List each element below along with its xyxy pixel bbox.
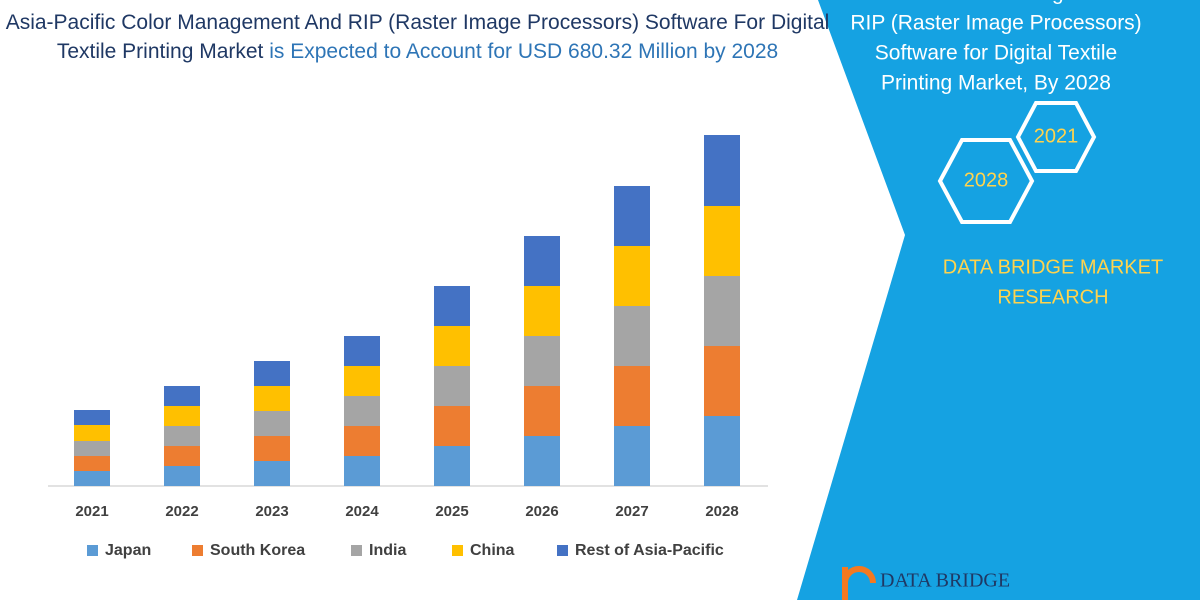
x-tick-label: 2028 [705, 503, 738, 520]
bar-segment [344, 396, 380, 426]
side-panel [797, 0, 1200, 600]
bar-segment [254, 461, 290, 486]
x-tick-label: 2023 [255, 503, 288, 520]
bar-segment [164, 406, 200, 426]
bar-segment [614, 426, 650, 486]
bar-segment [74, 441, 110, 456]
x-tick-label: 2027 [615, 503, 648, 520]
panel-title: RIP (Raster Image Processors) [850, 12, 1141, 35]
legend-label: India [369, 542, 406, 559]
panel-title: Software for Digital Textile [875, 42, 1117, 65]
bar-segment [704, 346, 740, 416]
bar-segment [524, 386, 560, 436]
logo-text: DATA BRIDGE [880, 570, 1010, 592]
x-tick-label: 2024 [345, 503, 379, 520]
bar-segment [434, 406, 470, 446]
bar-segment [254, 386, 290, 411]
hex-label: 2028 [964, 169, 1009, 191]
bar-segment [344, 426, 380, 456]
bar-segment [614, 186, 650, 246]
legend-swatch [452, 545, 463, 556]
legend-swatch [351, 545, 362, 556]
bar-segment [434, 286, 470, 326]
legend-label: Rest of Asia-Pacific [575, 542, 724, 559]
legend-swatch [192, 545, 203, 556]
bar-segment [74, 456, 110, 471]
bar-segment [614, 366, 650, 426]
bar-segment [704, 416, 740, 486]
x-tick-label: 2022 [165, 503, 198, 520]
bar-segment [164, 426, 200, 446]
legend-label: South Korea [210, 542, 305, 559]
x-tick-label: 2025 [435, 503, 468, 520]
bar-segment [524, 436, 560, 486]
title: Asia-Pacific Color Management And RIP (R… [5, 11, 830, 63]
bar-segment [524, 336, 560, 386]
bar-segment [164, 386, 200, 406]
bar-segment [344, 336, 380, 366]
bar-segment [74, 471, 110, 486]
chart-title: Asia-Pacific Color Management And RIP (R… [0, 8, 835, 66]
bar-segment [74, 410, 110, 425]
bar-segment [344, 366, 380, 396]
bar-segment [434, 446, 470, 486]
bar-segment [704, 135, 740, 206]
bar-segment [434, 326, 470, 366]
panel-title: Asia-Pacific Color Management And [828, 0, 1164, 5]
hexagon [937, 138, 1035, 224]
x-tick-label: 2021 [75, 503, 108, 520]
bar-segment [164, 446, 200, 466]
subtitle: is Expected to Account for USD 680.32 Mi… [269, 40, 779, 63]
brand: DATA BRIDGE MARKET [943, 256, 1163, 278]
legend-label: Japan [105, 542, 151, 559]
panel-content: Asia-Pacific Color Management And RIP (Ra… [828, 0, 1164, 308]
hexagon [1015, 101, 1097, 173]
legend-swatch [557, 545, 568, 556]
bar-segment [524, 286, 560, 336]
bar-segment [704, 206, 740, 276]
bar-segment [254, 361, 290, 386]
bar-segment [164, 466, 200, 486]
brand: RESEARCH [997, 286, 1108, 308]
bar-segment [614, 306, 650, 366]
bar-segment [254, 436, 290, 461]
legend-label: China [470, 542, 515, 559]
bar-segment [74, 425, 110, 441]
legend-swatch [87, 545, 98, 556]
bar-segment [434, 366, 470, 406]
logo-icon [842, 566, 876, 600]
bar-segment [704, 276, 740, 346]
x-tick-label: 2026 [525, 503, 558, 520]
bar-segment [524, 236, 560, 286]
bar-segment [344, 456, 380, 486]
panel-title: Printing Market, By 2028 [881, 72, 1111, 95]
bar-segment [254, 411, 290, 436]
bar-segment [614, 246, 650, 306]
hex-label: 2021 [1034, 125, 1079, 147]
